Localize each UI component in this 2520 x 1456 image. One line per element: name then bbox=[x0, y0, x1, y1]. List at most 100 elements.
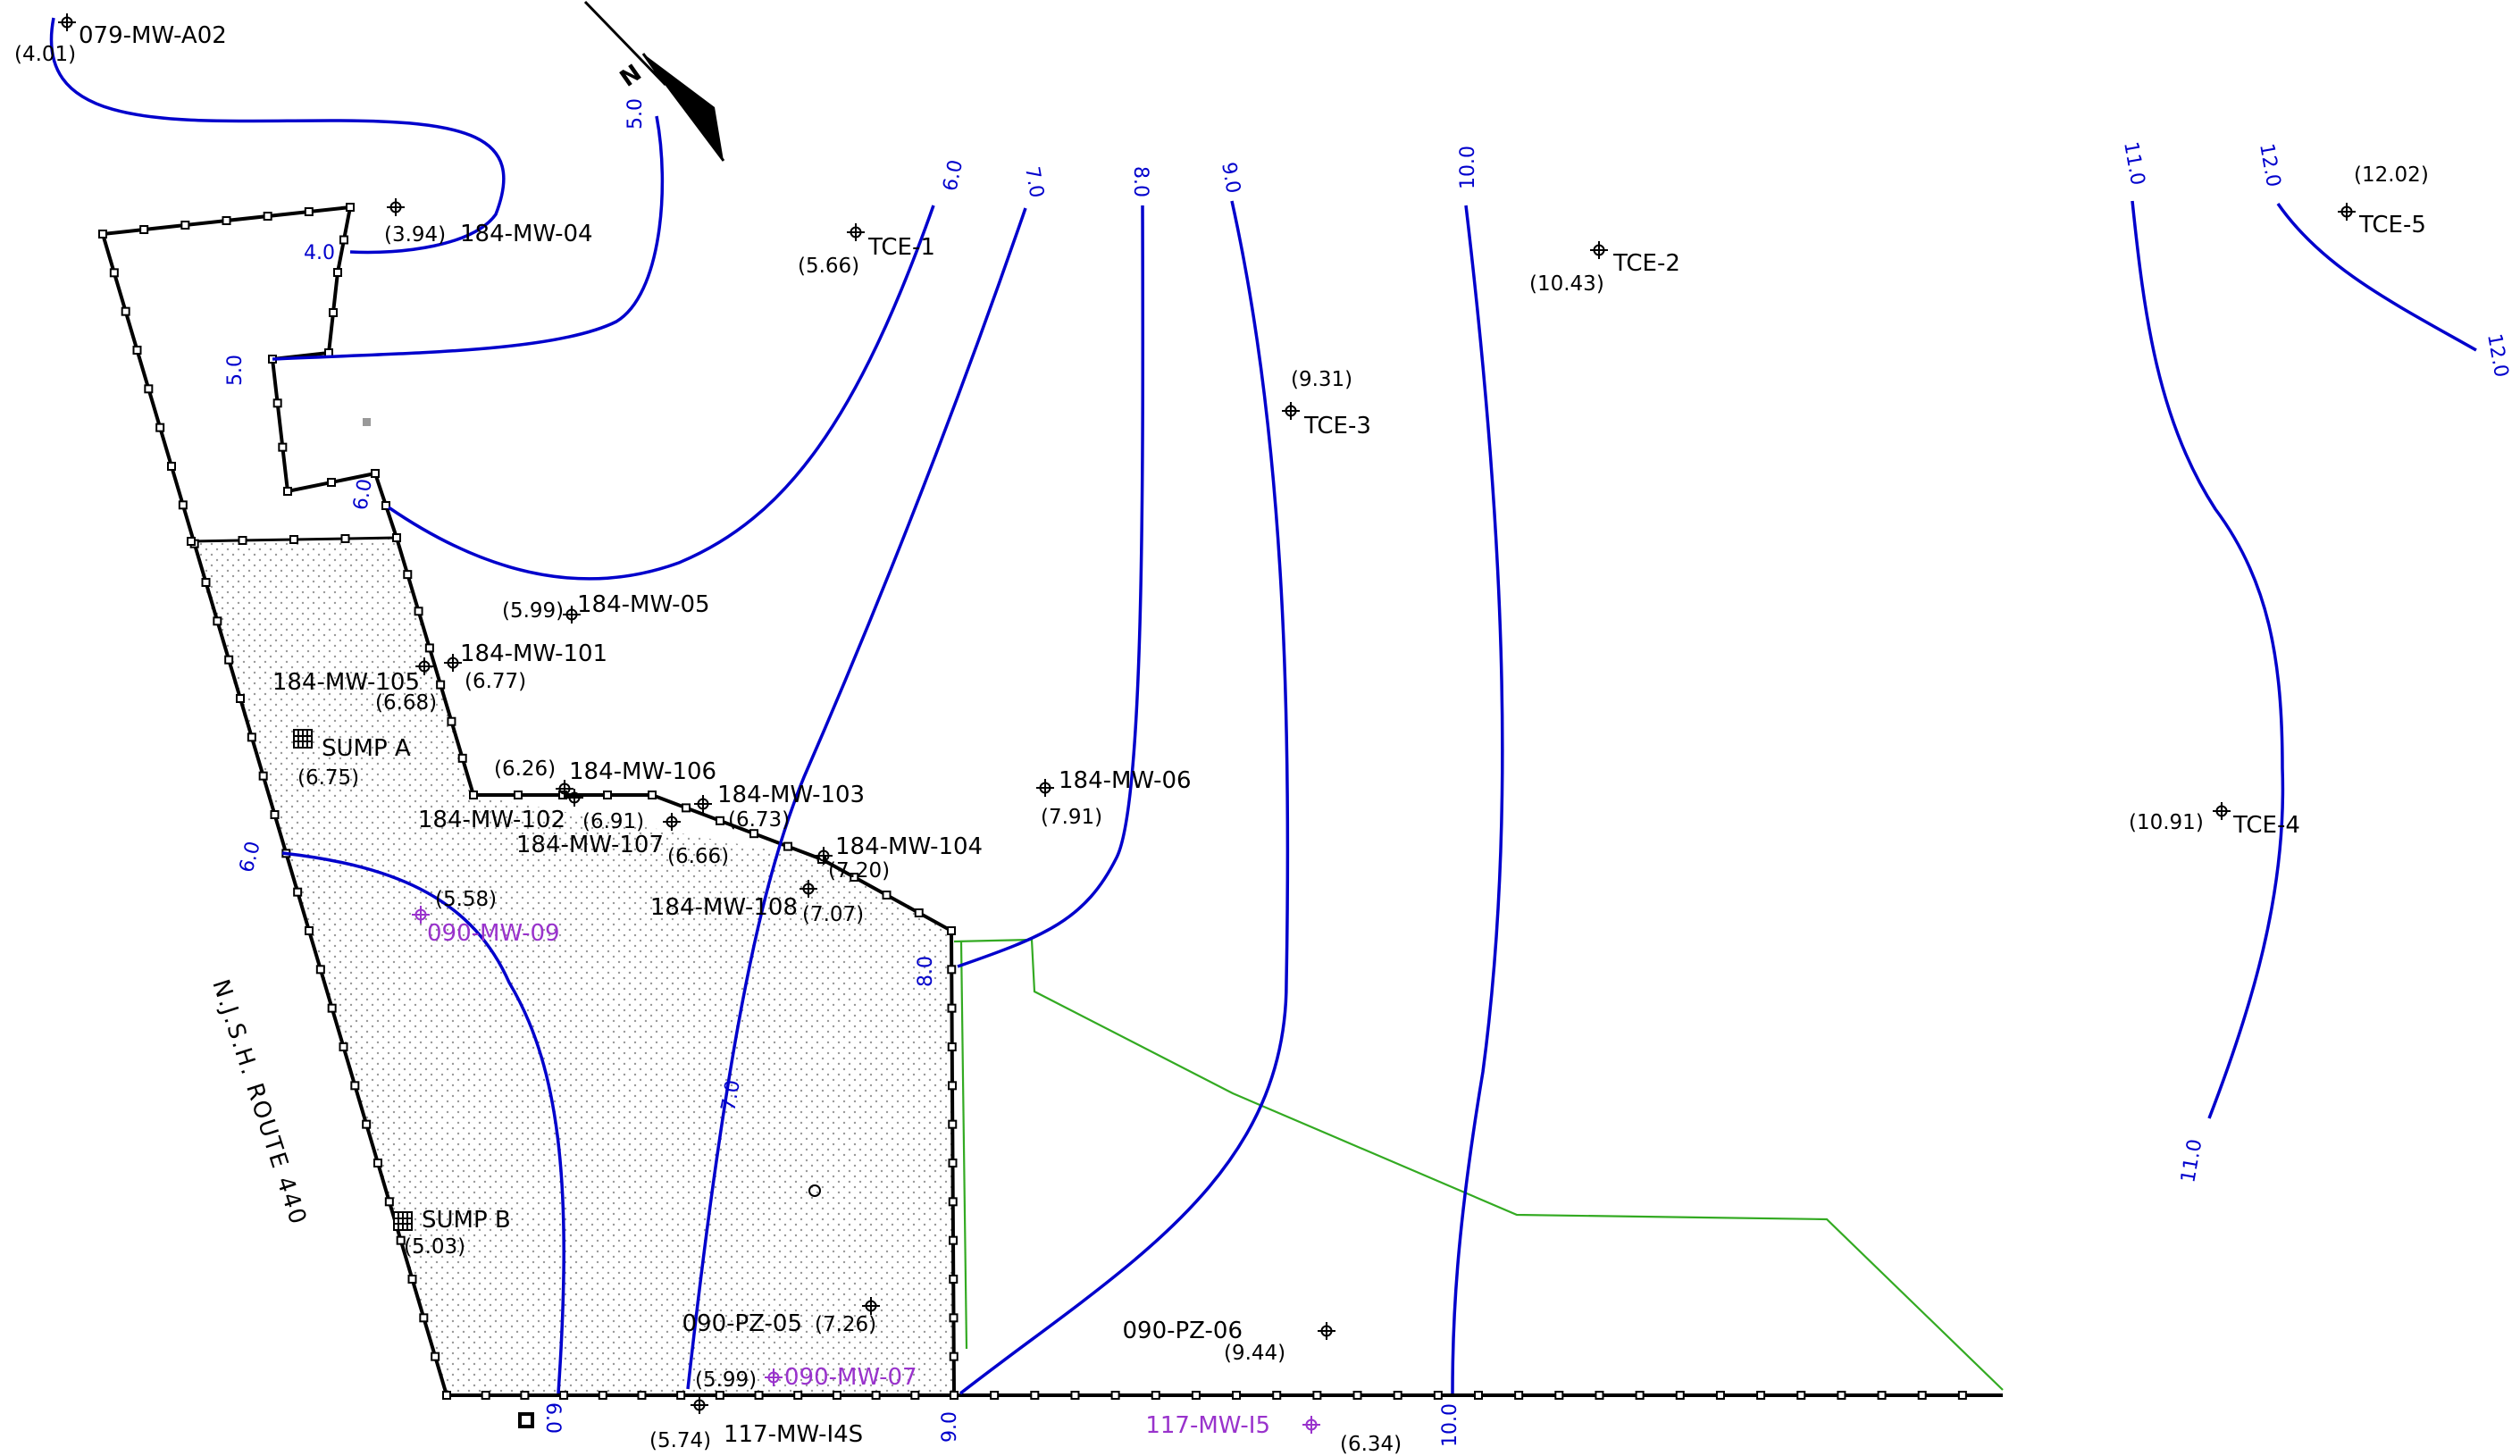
well-117-mw-i4s: 117-MW-I4S (5.74) bbox=[649, 1396, 863, 1452]
boundary-marker bbox=[716, 816, 724, 825]
boundary-marker bbox=[442, 1391, 451, 1400]
well-icon bbox=[2338, 203, 2356, 221]
well-label: 090-PZ-06 bbox=[1122, 1318, 1243, 1344]
boundary-marker bbox=[1635, 1391, 1645, 1400]
boundary-marker bbox=[1393, 1391, 1402, 1400]
well-label: 117-MW-I4S bbox=[724, 1421, 863, 1448]
boundary-marker bbox=[350, 1081, 360, 1091]
boundary-marker bbox=[1030, 1391, 1040, 1400]
boundary-marker bbox=[648, 791, 657, 799]
boundary-marker bbox=[447, 716, 456, 726]
well-184-mw-107: 184-MW-107 (6.66) bbox=[516, 813, 729, 868]
well-117-mw-i5: 117-MW-I5 (6.34) bbox=[1145, 1412, 1402, 1456]
well-value: (4.01) bbox=[14, 43, 76, 66]
well-label: 184-MW-106 bbox=[569, 758, 716, 785]
well-tce-4: TCE-4 (10.91) bbox=[2129, 802, 2300, 839]
boundary-marker bbox=[469, 791, 478, 799]
well-icon bbox=[691, 1396, 708, 1414]
well-value: (6.66) bbox=[667, 845, 729, 868]
contour-line-4 bbox=[50, 17, 506, 255]
capped-area bbox=[191, 538, 954, 1395]
boundary-marker bbox=[749, 829, 758, 839]
boundary-marker bbox=[187, 537, 196, 546]
boundary-marker bbox=[850, 873, 859, 882]
boundary-marker bbox=[1352, 1391, 1362, 1400]
boundary-marker bbox=[1756, 1391, 1766, 1400]
boundary-marker bbox=[950, 1391, 959, 1400]
well-label: 184-MW-04 bbox=[460, 221, 593, 247]
boundary-marker bbox=[948, 1159, 958, 1167]
well-label: TCE-2 bbox=[1612, 250, 1680, 277]
well-184-mw-106: 184-MW-106 (6.26) bbox=[494, 757, 716, 798]
boundary-marker bbox=[396, 1235, 406, 1245]
well-value: (6.77) bbox=[465, 670, 526, 693]
boundary-marker bbox=[947, 1003, 957, 1013]
boundary-marker bbox=[340, 534, 350, 543]
boundary-marker bbox=[304, 207, 314, 216]
contour-label-8-north: 8.0 bbox=[1129, 166, 1151, 197]
well-value: (5.74) bbox=[649, 1429, 711, 1452]
well-value: (5.58) bbox=[435, 888, 497, 911]
well-label: 184-MW-05 bbox=[577, 591, 710, 618]
well-184-mw-04: 184-MW-04 (3.94) bbox=[384, 198, 593, 247]
boundary-marker bbox=[1151, 1391, 1160, 1400]
boundary-marker bbox=[333, 268, 342, 277]
boundary-marker bbox=[783, 841, 792, 851]
well-value: (5.99) bbox=[502, 599, 564, 623]
boundary-marker bbox=[1232, 1391, 1242, 1400]
well-label: TCE-5 bbox=[2358, 212, 2426, 238]
boundary-marker bbox=[178, 500, 188, 510]
boundary-marker bbox=[947, 926, 956, 935]
contour-label-9-north: 9.0 bbox=[1217, 161, 1244, 196]
contour-label-11-north: 11.0 bbox=[2119, 140, 2148, 188]
contour-line-8 bbox=[957, 205, 1145, 968]
contour-label-10-north: 10.0 bbox=[1457, 146, 1479, 189]
boundary-marker bbox=[407, 1275, 417, 1284]
well-label: TCE-1 bbox=[867, 234, 935, 261]
boundary-marker bbox=[167, 462, 176, 471]
boundary-marker bbox=[419, 1313, 429, 1323]
well-184-mw-102: 184-MW-102 (6.91) bbox=[418, 789, 644, 833]
boundary-marker bbox=[682, 803, 691, 813]
boundary-marker bbox=[1110, 1391, 1120, 1400]
well-icon bbox=[1302, 1416, 1320, 1434]
well-184-mw-101: 184-MW-101 (6.77) bbox=[444, 640, 607, 693]
well-label: 079-MW-A02 bbox=[79, 22, 227, 49]
boundary-marker bbox=[327, 478, 336, 487]
well-label: 184-MW-108 bbox=[650, 894, 798, 921]
boundary-marker bbox=[381, 501, 390, 510]
boundary-marker bbox=[213, 616, 222, 626]
boundary-marker bbox=[293, 887, 303, 897]
well-tce-3: TCE-3 (9.31) bbox=[1282, 368, 1371, 439]
contour-line-5 bbox=[272, 115, 665, 361]
boundary-marker bbox=[155, 423, 165, 432]
boundary-marker bbox=[676, 1391, 686, 1400]
well-label: 184-MW-105 bbox=[272, 669, 420, 696]
sump-b-value: (5.03) bbox=[404, 1235, 465, 1259]
boundary-marker bbox=[514, 791, 523, 799]
boundary-marker bbox=[1796, 1391, 1806, 1400]
boundary-marker bbox=[373, 1159, 382, 1167]
contour-label-7-south: 7.0 bbox=[717, 1078, 745, 1113]
well-label: 184-MW-104 bbox=[835, 833, 983, 860]
boundary-marker bbox=[1433, 1391, 1443, 1400]
contour-label-12-north: 12.0 bbox=[2255, 142, 2284, 189]
well-tce-1: TCE-1 (5.66) bbox=[798, 223, 935, 278]
well-label: 184-MW-102 bbox=[418, 807, 565, 833]
boundary-marker bbox=[144, 384, 154, 394]
boundary-marker bbox=[339, 1042, 348, 1051]
well-label: 090-MW-09 bbox=[427, 920, 560, 947]
boundary-marker bbox=[793, 1391, 803, 1400]
contour-label-9-south: 9.0 bbox=[939, 1411, 961, 1443]
green-edge-line bbox=[959, 941, 968, 1350]
boundary-marker bbox=[1272, 1391, 1282, 1400]
contour-line-7 bbox=[686, 207, 1027, 1390]
well-value: (5.99) bbox=[695, 1368, 757, 1392]
boundary-marker bbox=[948, 1197, 958, 1207]
north-arrow-letter: N bbox=[615, 60, 647, 93]
boundary-marker bbox=[1474, 1391, 1483, 1400]
well-090-mw-07: 090-MW-07 (5.99) bbox=[695, 1364, 917, 1392]
contour-line-6-south bbox=[281, 851, 565, 1394]
boundary-marker bbox=[948, 1081, 957, 1091]
